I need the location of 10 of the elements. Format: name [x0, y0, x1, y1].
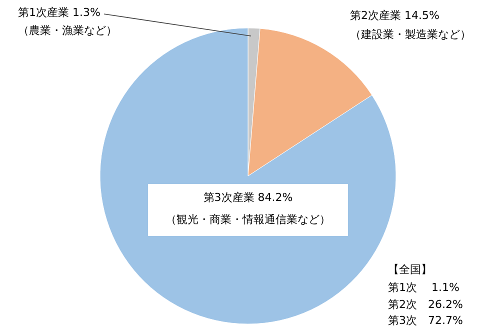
text: （建設業・製造業など）: [350, 28, 471, 41]
text: 第1次 1.1%: [388, 281, 460, 294]
text: 【全国】: [388, 263, 432, 276]
slice-label: 第3次産業 84.2%: [203, 191, 293, 204]
slice-label: 第2次産業 14.5%: [350, 9, 440, 22]
text: （農業・漁業など）: [18, 24, 117, 37]
text: 第2次 26.2%: [388, 298, 463, 311]
text: 第3次 72.7%: [388, 314, 463, 327]
slice-label: 第1次産業 1.3%: [18, 6, 100, 19]
text: （観光・商業・情報通信業など）: [166, 213, 330, 226]
